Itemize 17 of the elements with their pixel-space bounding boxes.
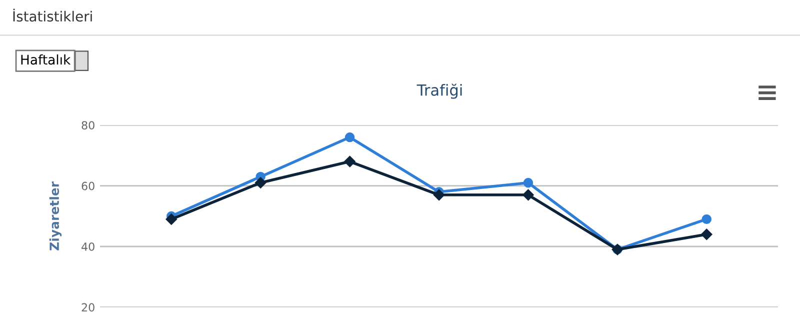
- point: [702, 214, 712, 224]
- point: [344, 156, 356, 168]
- y-tick-label: 60: [82, 182, 94, 190]
- y-tick-label: 80: [82, 121, 94, 130]
- point: [523, 178, 534, 188]
- point: [166, 214, 177, 225]
- text: İstatistikleri: [13, 8, 92, 22]
- point: [433, 189, 445, 201]
- point: [254, 177, 266, 188]
- point: [522, 189, 534, 201]
- point: [344, 132, 355, 142]
- y-tick-label: 40: [82, 242, 94, 251]
- point: [701, 228, 712, 240]
- chart-title: Trafiği: [416, 84, 462, 99]
- y-tick-label: 20: [82, 303, 94, 312]
- text: Haftalık: [21, 54, 71, 65]
- y-axis-title: Ziyaretler: [49, 181, 62, 250]
